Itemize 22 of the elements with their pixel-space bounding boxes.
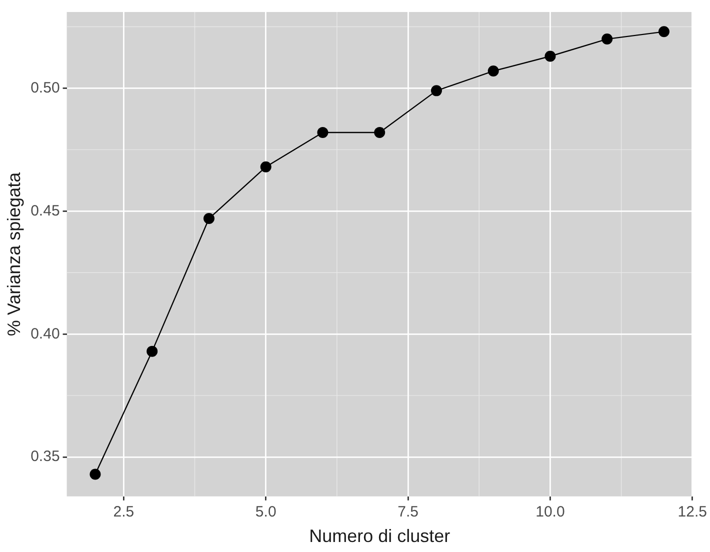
- y-tick-label: 0.45: [30, 202, 60, 220]
- y-tick-label: 0.50: [30, 79, 60, 96]
- y-axis-title: % Varianza spiegata: [4, 171, 24, 336]
- point: [203, 213, 214, 224]
- point: [430, 85, 442, 96]
- point: [658, 26, 670, 38]
- point: [146, 346, 158, 357]
- x-tick-label: 5.0: [255, 504, 276, 521]
- y-tick-label: 0.40: [30, 325, 60, 342]
- point: [602, 34, 613, 45]
- point: [544, 50, 556, 62]
- y-tick-label: 0.35: [30, 448, 60, 466]
- x-tick-label: 2.5: [113, 504, 134, 521]
- x-tick-label: 7.5: [398, 504, 418, 521]
- point: [317, 126, 328, 138]
- point: [90, 468, 101, 480]
- x-tick-label: 10.0: [536, 504, 565, 521]
- point: [374, 126, 386, 138]
- point: [488, 66, 499, 77]
- x-tick-label: 12.5: [678, 504, 708, 521]
- x-axis-title: Numero di cluster: [309, 526, 450, 546]
- point: [260, 161, 272, 172]
